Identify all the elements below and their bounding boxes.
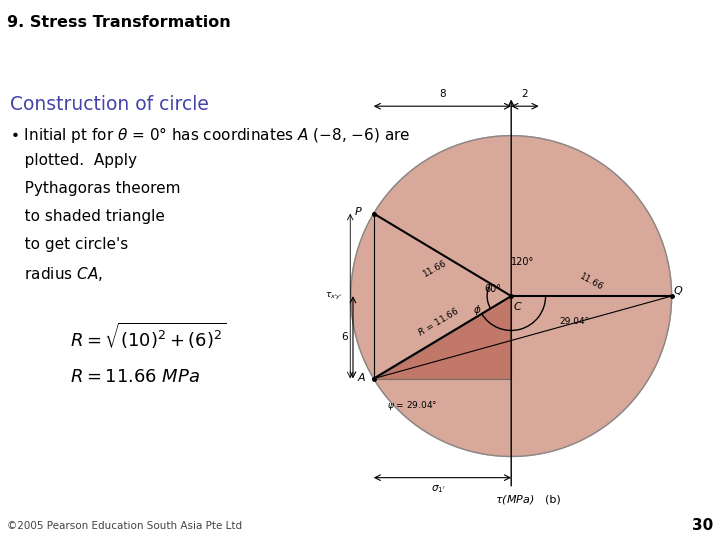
Text: 2: 2 <box>522 89 528 99</box>
Text: 11.66: 11.66 <box>578 272 605 293</box>
Text: $Q$: $Q$ <box>673 284 684 297</box>
Text: $R$ = 11.66: $R$ = 11.66 <box>415 304 461 338</box>
Text: EXAMPLE 9.11 (SOLN): EXAMPLE 9.11 (SOLN) <box>7 57 230 75</box>
Text: Pythagoras theorem: Pythagoras theorem <box>10 181 181 196</box>
Text: 120°: 120° <box>510 256 534 267</box>
Text: 8: 8 <box>439 89 446 99</box>
Text: $P$: $P$ <box>354 205 363 217</box>
Text: to shaded triangle: to shaded triangle <box>10 209 165 224</box>
Text: 29.04°: 29.04° <box>559 316 590 326</box>
Text: radius $CA$,: radius $CA$, <box>10 265 103 283</box>
Polygon shape <box>374 296 511 379</box>
Text: 60°: 60° <box>485 284 502 294</box>
Text: $\sigma_{1'}$: $\sigma_{1'}$ <box>431 483 446 495</box>
Text: $\phi$: $\phi$ <box>472 303 481 317</box>
Text: plotted.  Apply: plotted. Apply <box>10 153 137 168</box>
Text: $A$: $A$ <box>356 371 366 383</box>
Text: ©2005 Pearson Education South Asia Pte Ltd: ©2005 Pearson Education South Asia Pte L… <box>7 521 243 531</box>
Text: 6: 6 <box>341 332 348 342</box>
Text: (b): (b) <box>544 495 560 505</box>
Text: $R = 11.66$ MPa: $R = 11.66$ MPa <box>70 368 200 386</box>
Text: $\psi$ = 29.04°: $\psi$ = 29.04° <box>387 399 438 412</box>
Text: $\tau_{x'y'}$: $\tau_{x'y'}$ <box>325 291 343 302</box>
Text: $R = \sqrt{(10)^2 + (6)^2}$: $R = \sqrt{(10)^2 + (6)^2}$ <box>70 321 226 352</box>
Text: 30: 30 <box>691 518 713 534</box>
Text: 9. Stress Transformation: 9. Stress Transformation <box>7 15 231 30</box>
Text: to get circle's: to get circle's <box>10 237 128 252</box>
Polygon shape <box>351 136 672 456</box>
Text: $C$: $C$ <box>513 300 523 312</box>
Text: $\tau$(MPa): $\tau$(MPa) <box>495 493 534 506</box>
Text: • Initial pt for $\theta$ = 0° has coordinates $A$ ($-$8, $-$6) are: • Initial pt for $\theta$ = 0° has coord… <box>10 125 410 145</box>
Text: 11.66: 11.66 <box>422 258 449 279</box>
Text: Construction of circle: Construction of circle <box>10 95 209 114</box>
